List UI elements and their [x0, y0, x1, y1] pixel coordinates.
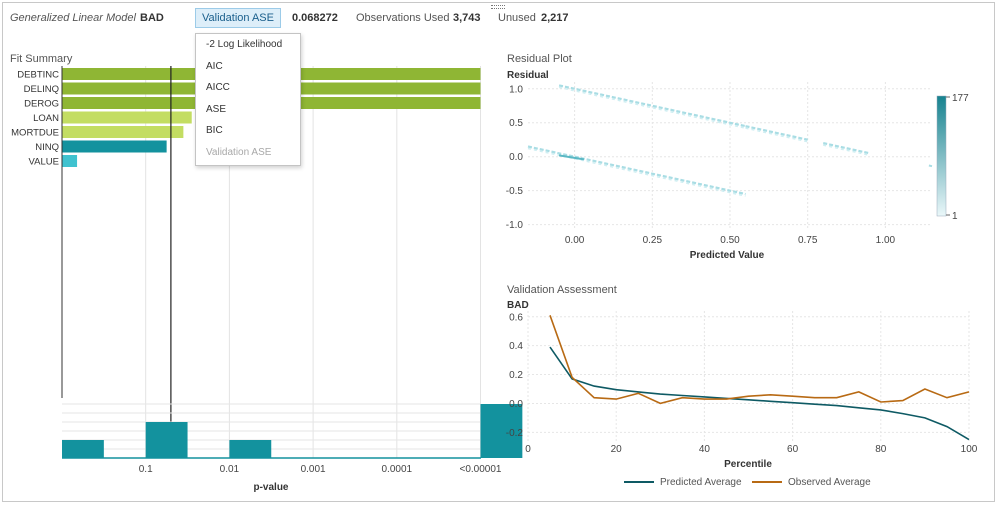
fit-label-ninq: NINQ [35, 142, 59, 153]
fit-xtick-1: 0.01 [220, 464, 240, 475]
metric-option-neg2ll[interactable]: -2 Log Likelihood [206, 39, 283, 50]
val-xtick-1: 20 [611, 444, 623, 455]
legend-swatch-predicted [624, 481, 654, 484]
metric-option-bic[interactable]: BIC [206, 125, 223, 136]
fit-xlabel: p-value [253, 482, 288, 493]
fit-xtick-3: 0.0001 [382, 464, 413, 475]
fit-bar-ninq [62, 140, 167, 153]
val-ylabel: BAD [507, 300, 529, 311]
val-xlabel: Percentile [724, 459, 772, 470]
legend-observed-average[interactable]: Observed Average [752, 477, 871, 488]
res-colorbar-max: 177 [952, 93, 969, 104]
res-xtick-2: 0.50 [720, 235, 740, 246]
unused-value: 2,217 [541, 12, 569, 24]
observations-label: Observations Used [356, 12, 450, 24]
fit-bar-value [62, 155, 78, 167]
fit-label-mortdue: MORTDUE [11, 128, 59, 139]
fit-label-loan: LOAN [33, 113, 59, 124]
fit-bar-loan [62, 111, 192, 124]
val-ytick-0: 0.6 [509, 312, 523, 323]
metric-option-validation-ase: Validation ASE [206, 146, 272, 158]
metric-dropdown-menu: -2 Log Likelihood AIC AICC ASE BIC Valid… [195, 33, 301, 166]
metric-option-aic[interactable]: AIC [206, 60, 223, 72]
fit-xtick-2: 0.001 [301, 464, 326, 475]
model-type-label: Generalized Linear Model [10, 12, 136, 24]
res-ytick-0: 1.0 [509, 84, 523, 95]
val-xtick-5: 100 [961, 444, 978, 455]
metric-value: 0.068272 [292, 12, 338, 24]
res-xlabel: Predicted Value [690, 250, 765, 261]
val-ytick-1: 0.4 [509, 341, 523, 352]
legend-predicted-average[interactable]: Predicted Average [624, 477, 742, 488]
observations-value: 3,743 [453, 12, 481, 24]
res-colorbar-min: 1 [952, 211, 958, 222]
val-ytick-3: 0.0 [509, 399, 523, 410]
target-variable: BAD [140, 12, 164, 24]
legend-label-predicted: Predicted Average [660, 477, 742, 488]
val-xtick-4: 80 [875, 444, 887, 455]
res-band-3 [822, 142, 871, 155]
val-line-predicted-average [549, 346, 970, 441]
fit-label-debtinc: DEBTINC [17, 70, 59, 81]
resize-grip-icon[interactable] [491, 5, 505, 9]
val-ytick-4: -0.2 [506, 428, 524, 439]
res-band-1 [527, 145, 746, 196]
val-line-observed-average [549, 315, 970, 405]
val-xtick-2: 40 [699, 444, 711, 455]
res-ytick-3: -0.5 [506, 186, 524, 197]
metric-selector-button[interactable]: Validation ASE [195, 8, 281, 28]
val-xtick-0: 0 [525, 444, 531, 455]
res-ytick-4: -1.0 [506, 220, 524, 231]
res-ylabel: Residual [507, 70, 549, 81]
legend-label-observed: Observed Average [788, 477, 871, 488]
hist-bar-0 [62, 440, 104, 458]
res-ytick-1: 0.5 [509, 118, 523, 129]
val-xtick-3: 60 [787, 444, 799, 455]
hist-bar-1 [145, 422, 188, 458]
res-colorbar [936, 95, 947, 217]
hist-bar-2 [229, 440, 272, 458]
legend-swatch-observed [752, 481, 782, 484]
hist-bar-5 [480, 404, 523, 458]
val-ytick-2: 0.2 [509, 370, 523, 381]
res-band-dense [558, 154, 585, 161]
res-band-shadow-3 [823, 144, 871, 157]
fit-summary-title: Fit Summary [10, 53, 73, 65]
fit-bar-mortdue [62, 126, 184, 138]
fit-label-derog: DEROG [24, 99, 59, 110]
validation-assessment-title: Validation Assessment [507, 284, 617, 296]
res-band-0 [558, 84, 746, 128]
res-point-outlier [928, 164, 933, 168]
res-band-2 [745, 125, 808, 141]
res-xtick-3: 0.75 [798, 235, 818, 246]
fit-xtick-4: <0.00001 [460, 464, 502, 475]
fit-label-delinq: DELINQ [24, 84, 59, 95]
fit-xtick-0: 0.1 [139, 464, 153, 475]
res-band-shadow-0 [558, 86, 746, 129]
res-xtick-4: 1.00 [876, 235, 896, 246]
res-ytick-2: 0.0 [509, 152, 523, 163]
res-xtick-0: 0.00 [565, 235, 585, 246]
metric-option-ase[interactable]: ASE [206, 103, 227, 115]
res-band-shadow-2 [745, 127, 808, 143]
fit-label-value: VALUE [29, 157, 59, 168]
metric-option-aicc[interactable]: AICC [206, 82, 230, 93]
res-xtick-1: 0.25 [643, 235, 663, 246]
unused-label: Unused [498, 12, 536, 24]
residual-plot-title: Residual Plot [507, 53, 572, 65]
